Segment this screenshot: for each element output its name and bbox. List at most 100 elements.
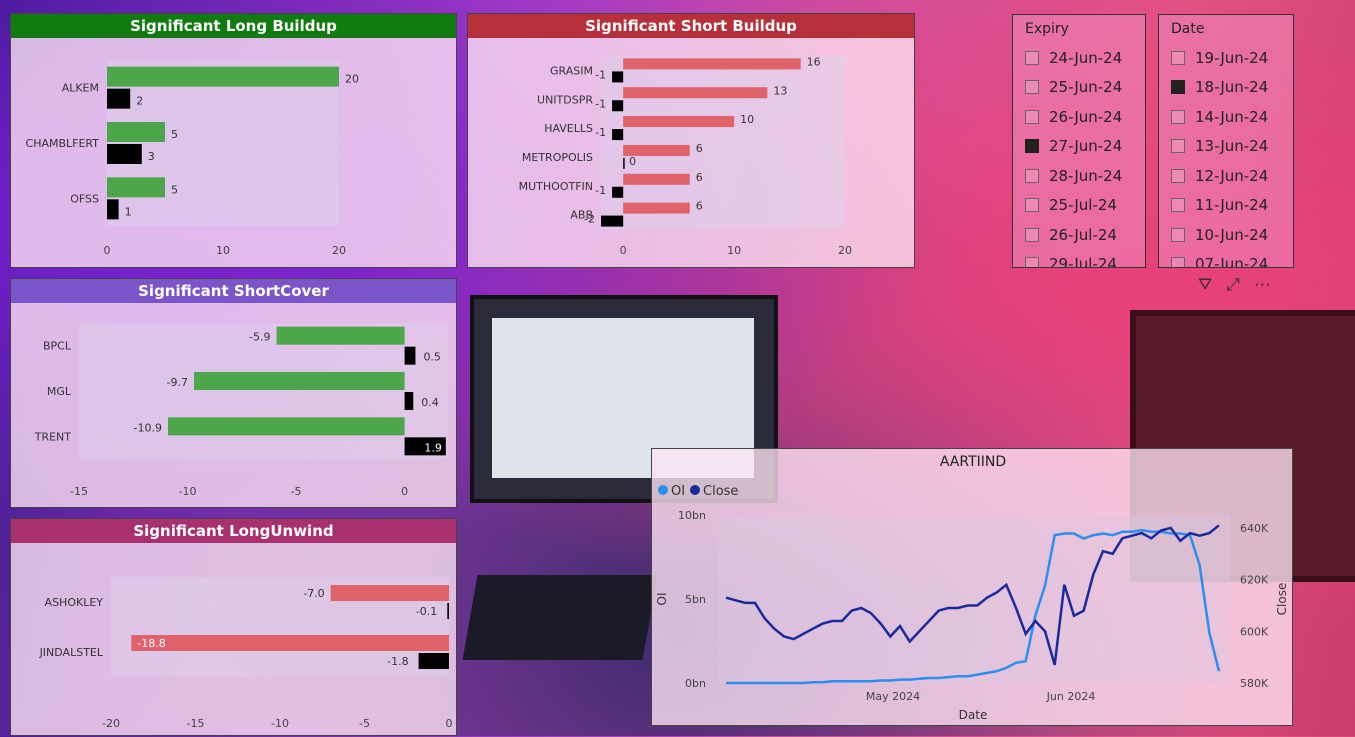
checkbox-icon[interactable] xyxy=(1171,80,1185,95)
checkbox-icon[interactable] xyxy=(1025,50,1039,65)
date-slicer-item-label: 10-Jun-24 xyxy=(1195,225,1269,244)
date-slicer-item[interactable]: 19-Jun-24 xyxy=(1159,43,1293,73)
expiry-slicer-item[interactable]: 28-Jun-24 xyxy=(1013,161,1145,191)
checkbox-icon[interactable] xyxy=(1025,109,1039,124)
date-slicer[interactable]: Date 19-Jun-24 18-Jun-24 14-Jun-24 13-Jun-2… xyxy=(1158,14,1294,268)
x-tick-label: May 2024 xyxy=(866,690,920,703)
bar xyxy=(612,186,624,198)
y2-axis-label: Close xyxy=(1275,583,1289,616)
bar xyxy=(612,100,624,112)
visual-toolbar: ⛛ ⤢ ⋯ xyxy=(1198,275,1271,295)
bar xyxy=(107,88,131,109)
checkbox-icon[interactable] xyxy=(1171,168,1185,183)
category-label: GRASIM xyxy=(550,64,593,77)
bar xyxy=(612,129,624,141)
bar xyxy=(623,157,625,169)
bar-value-label: -9.7 xyxy=(167,376,188,389)
bar xyxy=(447,603,449,619)
checkbox-icon[interactable] xyxy=(1025,198,1039,213)
expiry-slicer-item[interactable]: 27-Jun-24 xyxy=(1013,132,1145,162)
date-slicer-list: 19-Jun-24 18-Jun-24 14-Jun-24 13-Jun-24 12-J… xyxy=(1159,43,1293,268)
expiry-slicer-item[interactable]: 25-Jul-24 xyxy=(1013,191,1145,221)
x-tick-label: -5 xyxy=(291,485,302,498)
expiry-slicer-title: Expiry xyxy=(1025,21,1069,37)
background-keyboard xyxy=(462,575,658,660)
expiry-slicer[interactable]: Expiry 24-Jun-24 25-Jun-24 26-Jun-24 27-Jun… xyxy=(1012,14,1146,268)
short-cover-panel: Significant ShortCover BPCL -5.9 0.5 MGL -9.… xyxy=(10,278,457,508)
legend-marker xyxy=(690,485,700,495)
plot-area xyxy=(718,515,1230,683)
expiry-slicer-item-label: 26-Jun-24 xyxy=(1049,107,1123,126)
bar-value-label: -0.1 xyxy=(416,605,437,618)
short-buildup-title: Significant Short Buildup xyxy=(468,14,914,38)
checkbox-icon[interactable] xyxy=(1025,257,1039,267)
bar-value-label: -7.0 xyxy=(303,587,324,600)
more-options-icon[interactable]: ⋯ xyxy=(1253,275,1271,295)
bar-value-label: 3 xyxy=(148,150,155,163)
y2-tick-label: 620K xyxy=(1240,574,1269,587)
category-label: METROPOLIS xyxy=(522,151,593,164)
bar-value-label: -10.9 xyxy=(134,421,162,434)
bar-value-label: 0 xyxy=(629,155,636,168)
filter-icon[interactable]: ⛛ xyxy=(1198,275,1213,295)
date-slicer-item[interactable]: 10-Jun-24 xyxy=(1159,220,1293,250)
long-unwind-title: Significant LongUnwind xyxy=(11,519,456,543)
bar xyxy=(167,417,405,436)
date-slicer-item[interactable]: 14-Jun-24 xyxy=(1159,102,1293,132)
y2-tick-label: 640K xyxy=(1240,522,1269,535)
bar xyxy=(404,392,414,410)
x-tick-label: 20 xyxy=(332,244,346,257)
x-tick-label: 0 xyxy=(620,244,627,257)
x-tick-label: 20 xyxy=(838,244,852,257)
category-label: OFSS xyxy=(70,192,99,205)
date-slicer-item[interactable]: 07-Jun-24 xyxy=(1159,250,1293,268)
bar xyxy=(194,372,405,390)
date-slicer-title: Date xyxy=(1171,21,1205,37)
checkbox-icon[interactable] xyxy=(1171,257,1185,267)
x-tick-label: 10 xyxy=(216,244,230,257)
bar-value-label: -1 xyxy=(595,97,606,110)
y2-tick-label: 600K xyxy=(1240,625,1269,638)
date-slicer-item[interactable]: 18-Jun-24 xyxy=(1159,73,1293,103)
date-slicer-item-label: 12-Jun-24 xyxy=(1195,166,1269,185)
expiry-slicer-item[interactable]: 26-Jun-24 xyxy=(1013,102,1145,132)
checkbox-icon[interactable] xyxy=(1171,50,1185,65)
expiry-slicer-item-label: 26-Jul-24 xyxy=(1049,225,1117,244)
expiry-slicer-item[interactable]: 29-Jul-24 xyxy=(1013,250,1145,268)
date-slicer-item-label: 07-Jun-24 xyxy=(1195,255,1269,268)
checkbox-icon[interactable] xyxy=(1171,227,1185,242)
checkbox-icon[interactable] xyxy=(1025,227,1039,242)
checkbox-icon[interactable] xyxy=(1171,139,1185,154)
checkbox-icon[interactable] xyxy=(1171,198,1185,213)
category-label: CHAMBLFERT xyxy=(26,137,100,150)
expiry-slicer-item[interactable]: 24-Jun-24 xyxy=(1013,43,1145,73)
date-slicer-item[interactable]: 11-Jun-24 xyxy=(1159,191,1293,221)
expiry-slicer-item-label: 29-Jul-24 xyxy=(1049,255,1117,268)
x-axis-label: Date xyxy=(959,708,988,722)
bar-value-label: 6 xyxy=(696,142,703,155)
y-tick-label: 0bn xyxy=(685,677,706,690)
bar xyxy=(330,585,449,601)
checkbox-icon[interactable] xyxy=(1025,168,1039,183)
checkbox-icon[interactable] xyxy=(1171,109,1185,124)
plot-area xyxy=(601,56,845,229)
expiry-slicer-item[interactable]: 25-Jun-24 xyxy=(1013,73,1145,103)
focus-mode-icon[interactable]: ⤢ xyxy=(1226,275,1240,295)
expiry-slicer-item[interactable]: 26-Jul-24 xyxy=(1013,220,1145,250)
y2-tick-label: 580K xyxy=(1240,677,1269,690)
date-slicer-item[interactable]: 13-Jun-24 xyxy=(1159,132,1293,162)
expiry-slicer-item-label: 28-Jun-24 xyxy=(1049,166,1123,185)
category-label: JINDALSTEL xyxy=(39,646,104,659)
date-slicer-item[interactable]: 12-Jun-24 xyxy=(1159,161,1293,191)
checkbox-icon[interactable] xyxy=(1025,139,1039,154)
y-tick-label: 10bn xyxy=(678,509,706,522)
category-label: MGL xyxy=(47,385,72,398)
date-slicer-item-label: 13-Jun-24 xyxy=(1195,137,1269,156)
bar xyxy=(623,202,690,214)
bar-value-label: 0.4 xyxy=(421,396,439,409)
expiry-slicer-list: 24-Jun-24 25-Jun-24 26-Jun-24 27-Jun-24 28-J… xyxy=(1013,43,1145,268)
bar-value-label: 13 xyxy=(773,84,787,97)
long-unwind-chart: ASHOKLEY -7.0 -0.1 JINDALSTEL -18.8 -1.8 -20 -1… xyxy=(39,577,453,730)
checkbox-icon[interactable] xyxy=(1025,80,1039,95)
series-line-close xyxy=(725,524,1220,666)
